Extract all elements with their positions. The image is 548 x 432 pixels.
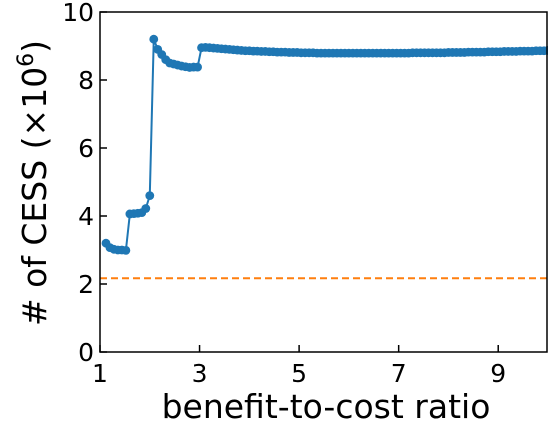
plot-content — [100, 34, 548, 280]
x-tick-label: 9 — [490, 359, 506, 388]
y-tick-label: 10 — [62, 0, 94, 27]
y-axis-label-exponent: 6 — [14, 53, 39, 67]
x-tick-label: 5 — [291, 359, 307, 388]
y-axis-label: # of CESS (×106) — [14, 40, 54, 326]
data-point — [149, 34, 159, 44]
axis-ticks: 1 3 5 7 9 0 2 4 6 8 10 — [62, 0, 506, 388]
x-tick-label: 3 — [192, 359, 208, 388]
data-point — [121, 245, 131, 255]
plot-area — [100, 34, 548, 280]
y-tick-label: 0 — [78, 338, 94, 367]
data-point — [145, 191, 155, 201]
data-point — [141, 204, 151, 213]
y-tick-label: 8 — [78, 66, 94, 95]
data-point — [193, 62, 202, 72]
y-tick-label: 6 — [78, 134, 94, 163]
y-tick-label: 2 — [78, 270, 94, 299]
y-tick-label: 4 — [78, 202, 94, 231]
series-line — [105, 38, 548, 252]
y-axis-label-close: ) — [15, 40, 54, 53]
x-tick-label: 1 — [92, 359, 108, 388]
x-tick-label: 7 — [391, 359, 407, 388]
y-axis-label-main: # of CESS (×10 — [15, 67, 54, 326]
plot-frame — [99, 11, 548, 353]
x-axis-label: benefit-to-cost ratio — [162, 387, 491, 426]
